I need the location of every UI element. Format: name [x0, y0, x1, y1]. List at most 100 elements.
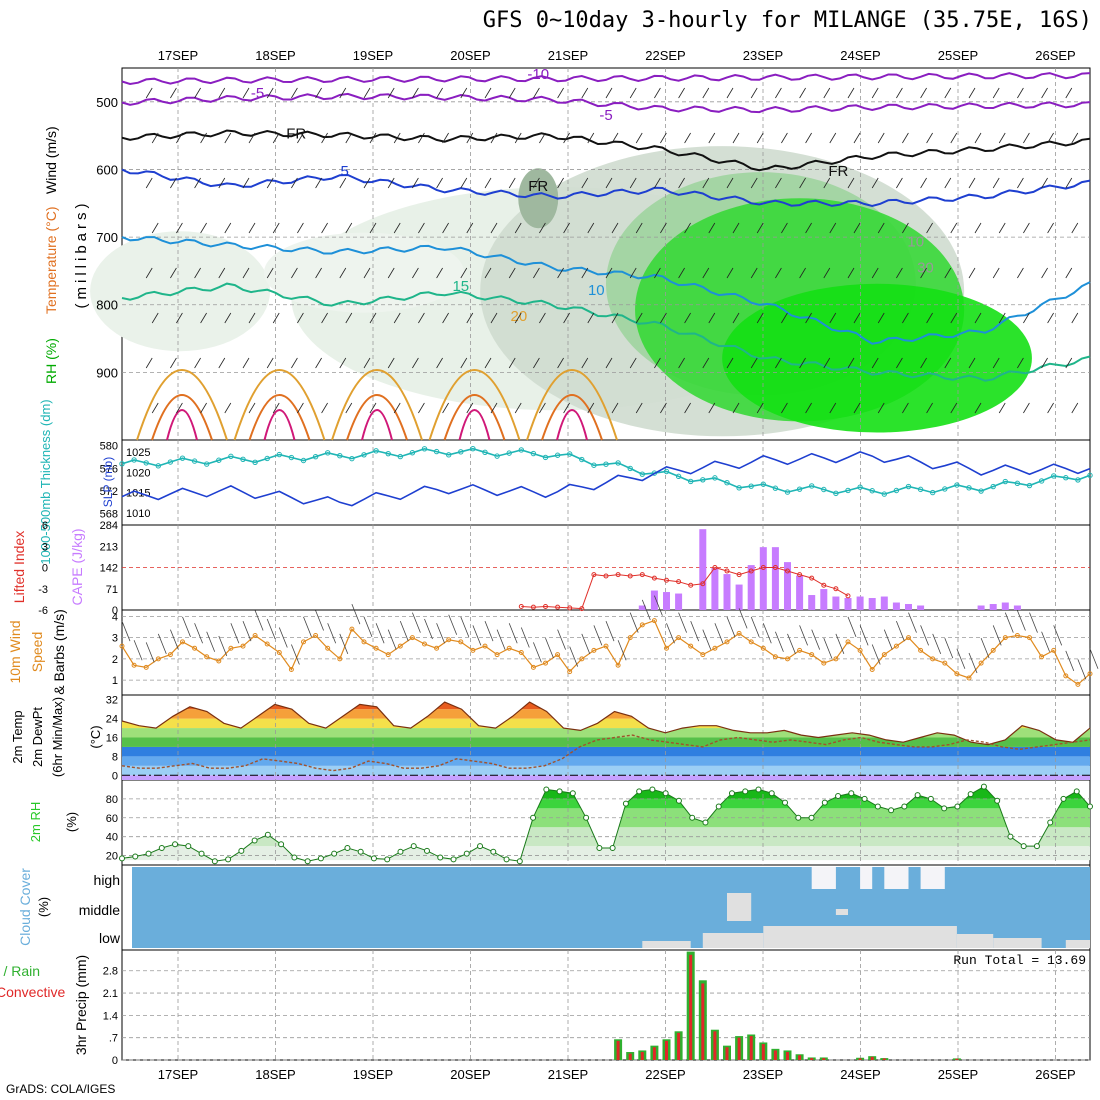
wind-barb: [823, 357, 831, 369]
thickness-marker: [470, 445, 476, 452]
wind-barb: [823, 637, 833, 659]
wind-barb: [944, 177, 952, 189]
wind-barb: [926, 402, 933, 414]
li-marker: [724, 568, 730, 574]
side-label-wind: Wind (m/s): [43, 126, 59, 194]
cape-bar: [844, 598, 852, 610]
y-axis-label: (millibars): [73, 200, 90, 309]
y-axis-label-left: 1000-500mb Thickness (dm): [38, 399, 53, 564]
wind-barb: [775, 177, 782, 189]
wind-marker: [664, 645, 669, 651]
wind-barb: [775, 631, 784, 652]
cloud-high: [920, 867, 945, 889]
y-axis-label-unit: (%): [64, 812, 79, 832]
wind-barb: [781, 132, 788, 144]
wind-barb: [297, 222, 304, 234]
wind-barb: [1041, 267, 1048, 279]
wind-barb: [303, 616, 312, 638]
wind-marker: [639, 622, 645, 628]
precip-conv-bar: [628, 1053, 632, 1060]
cloud-layer-label: low: [99, 930, 121, 946]
wind-barb: [847, 616, 857, 638]
rh-marker: [251, 837, 258, 844]
wind-barb: [823, 87, 831, 99]
thickness-marker: [990, 483, 996, 490]
wind-marker: [1087, 671, 1093, 677]
date-label-bottom: 25SEP: [938, 1067, 978, 1082]
wind-marker: [276, 650, 282, 655]
wind-barb: [654, 177, 661, 189]
isotherm-minus5: [121, 92, 1091, 114]
contour-label: 15: [452, 278, 469, 295]
cape-bar: [892, 602, 900, 610]
y-axis-label-speed: Speed: [29, 632, 45, 672]
precip-conv-bar: [858, 1058, 862, 1060]
wind-barb: [442, 132, 449, 144]
wind-barb: [629, 87, 637, 99]
cloud-low: [702, 933, 764, 948]
y-axis-label-right: CAPE (J/kg): [69, 528, 85, 605]
li-marker: [543, 603, 548, 609]
isotherm-20: [331, 369, 423, 441]
thickness-marker: [300, 457, 307, 464]
wind-marker: [797, 647, 803, 653]
wind-barb: [1071, 402, 1079, 414]
wind-barb: [654, 87, 661, 99]
y-tick-label: 16: [106, 733, 118, 745]
wind-marker: [736, 630, 742, 636]
li-marker: [615, 572, 621, 578]
wind-barb: [974, 312, 982, 324]
rh-marker: [636, 788, 643, 795]
rh-marker: [1060, 795, 1067, 802]
wind-barb: [726, 616, 736, 638]
y-tick-label: 24: [106, 714, 118, 726]
precip-conv-bar: [882, 1058, 886, 1060]
wind-barb: [266, 177, 274, 189]
thickness-marker: [397, 453, 403, 460]
wind-marker: [712, 645, 718, 651]
wind-barb: [557, 267, 564, 279]
rh-marker: [728, 790, 735, 797]
wind-barb: [1047, 132, 1054, 144]
chart-title: GFS 0~10day 3-hourly for MILANGE (35.75E…: [482, 8, 1092, 33]
wind-barb: [133, 640, 143, 661]
wind-marker: [397, 643, 403, 649]
date-label-bottom: 23SEP: [743, 1067, 783, 1082]
precip-conv-bar: [955, 1058, 959, 1060]
wind-barb: [539, 312, 546, 324]
cloud-layer-label: high: [94, 872, 120, 888]
wind-barb: [460, 357, 468, 369]
rh-marker: [848, 790, 855, 797]
rh-marker: [980, 783, 987, 790]
wind-barb: [678, 87, 685, 99]
wind-marker: [978, 660, 984, 666]
rh-marker: [516, 858, 523, 865]
wind-barb: [980, 637, 990, 659]
rh-marker: [423, 847, 430, 854]
thickness-marker: [1014, 480, 1021, 487]
wind-barb: [974, 222, 982, 234]
wind-barb: [490, 222, 498, 234]
wind-marker: [966, 675, 972, 681]
rh-marker: [344, 845, 351, 851]
rh-marker: [463, 850, 470, 857]
rh-marker: [331, 850, 338, 857]
rh-marker: [583, 814, 590, 821]
y-tick-label-cape: 71: [106, 584, 118, 596]
wind-barb: [182, 616, 191, 638]
wind-barb: [660, 222, 667, 234]
wind-barb: [1017, 87, 1024, 99]
wind-barb: [896, 620, 905, 642]
wind-barb: [896, 357, 903, 369]
wind-barb: [968, 177, 976, 189]
wind-barb: [611, 402, 619, 414]
cape-bar: [1001, 602, 1009, 610]
wind-barb: [762, 623, 772, 644]
thickness-marker: [1087, 472, 1093, 479]
wind-barb: [176, 132, 183, 144]
wind-barb: [514, 222, 522, 234]
cape-bar: [663, 592, 670, 610]
wind-barb: [775, 357, 782, 369]
wind-marker: [482, 643, 488, 649]
wind-barb: [291, 644, 300, 665]
